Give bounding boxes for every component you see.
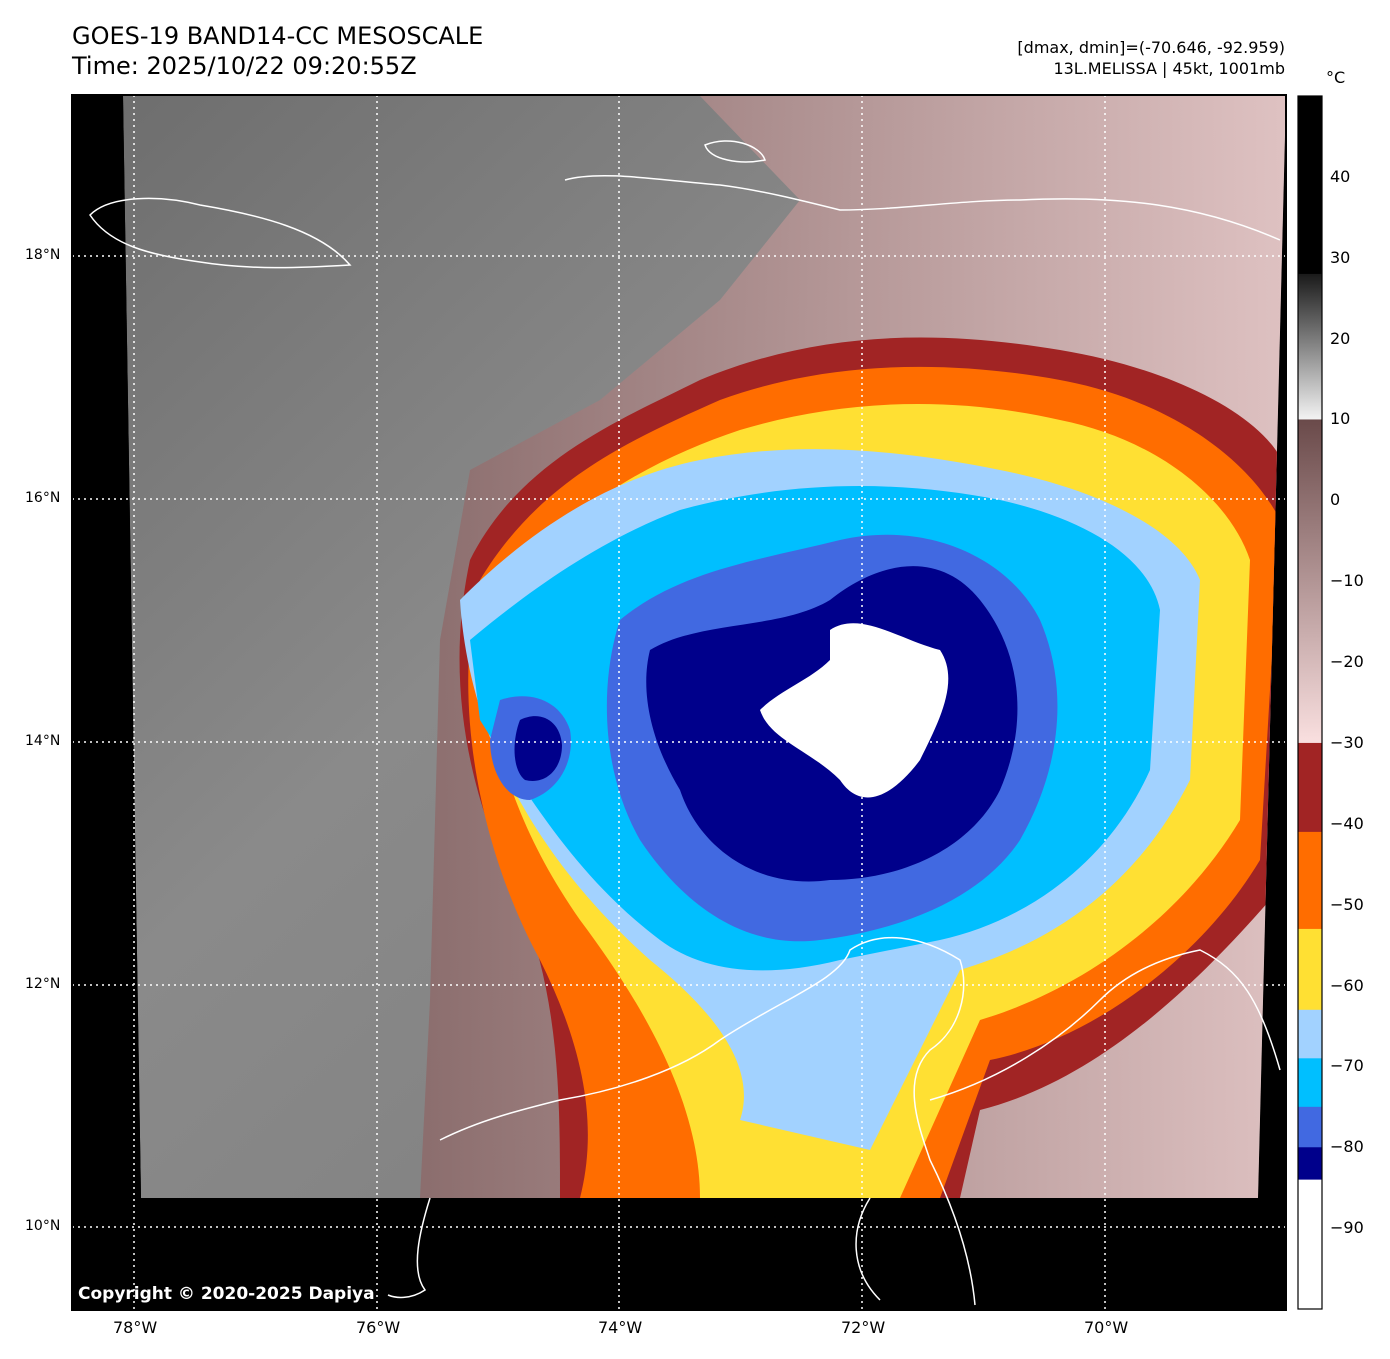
temperature-range: [dmax, dmin]=(-70.646, -92.959)	[1017, 38, 1285, 57]
lon-label: 72°W	[841, 1318, 886, 1337]
colorbar-band	[1298, 1058, 1322, 1108]
satellite-imagery	[123, 96, 1286, 1198]
lat-label: 14°N	[25, 733, 61, 749]
colorbar-tick-label: −50	[1330, 894, 1364, 914]
coastlines	[89, 140, 1281, 1306]
colorbar-band	[1298, 831, 1322, 930]
colorbar-band	[1298, 1147, 1322, 1181]
map-frame	[71, 94, 1287, 1311]
colorbar-tick-label: 0	[1330, 490, 1341, 510]
colorbar-tick-label: 30	[1330, 247, 1351, 267]
colorbar-band	[1298, 96, 1322, 275]
lat-label: 12°N	[25, 976, 61, 992]
colorbar	[1298, 96, 1322, 1310]
colorbar-band	[1298, 273, 1322, 420]
colorbar-band	[1298, 928, 1322, 1011]
colorbar-band	[1298, 1179, 1322, 1310]
colorbar-tick-label: 10	[1330, 409, 1351, 429]
lat-label: 18°N	[25, 247, 61, 263]
colorbar-tick-label: 20	[1330, 328, 1351, 348]
colorbar-tick-label: −60	[1330, 975, 1364, 995]
colorbar-frame	[1297, 95, 1323, 1310]
storm-info: 13L.MELISSA | 45kt, 1001mb	[1053, 59, 1285, 78]
colorbar-tick-label: −20	[1330, 652, 1364, 672]
copyright-text: Copyright © 2020-2025 Dapiya	[78, 1284, 375, 1304]
colorbar-band	[1298, 1106, 1322, 1148]
colorbar-tick-label: −30	[1330, 732, 1364, 752]
colorbar-tick-label: −80	[1330, 1137, 1364, 1157]
lon-label: 78°W	[113, 1318, 158, 1337]
gridlines	[72, 95, 1286, 1310]
chart-title: GOES-19 BAND14-CC MESOSCALE	[72, 22, 484, 50]
lat-label: 10°N	[25, 1218, 61, 1234]
colorbar-unit: °C	[1326, 68, 1346, 87]
colorbar-tick-label: −40	[1330, 813, 1364, 833]
colorbar-tick-label: −10	[1330, 571, 1364, 591]
lat-label: 16°N	[25, 490, 61, 506]
colorbar-band	[1298, 419, 1322, 744]
lon-label: 74°W	[598, 1318, 643, 1337]
colorbar-tick-label: −90	[1330, 1218, 1364, 1238]
timestamp: Time: 2025/10/22 09:20:55Z	[72, 52, 417, 80]
lon-label: 70°W	[1084, 1318, 1129, 1337]
colorbar-tick-label: 40	[1330, 166, 1351, 186]
colorbar-band	[1298, 742, 1322, 833]
lon-label: 76°W	[356, 1318, 401, 1337]
colorbar-band	[1298, 1009, 1322, 1059]
colorbar-tick-label: −70	[1330, 1056, 1364, 1076]
